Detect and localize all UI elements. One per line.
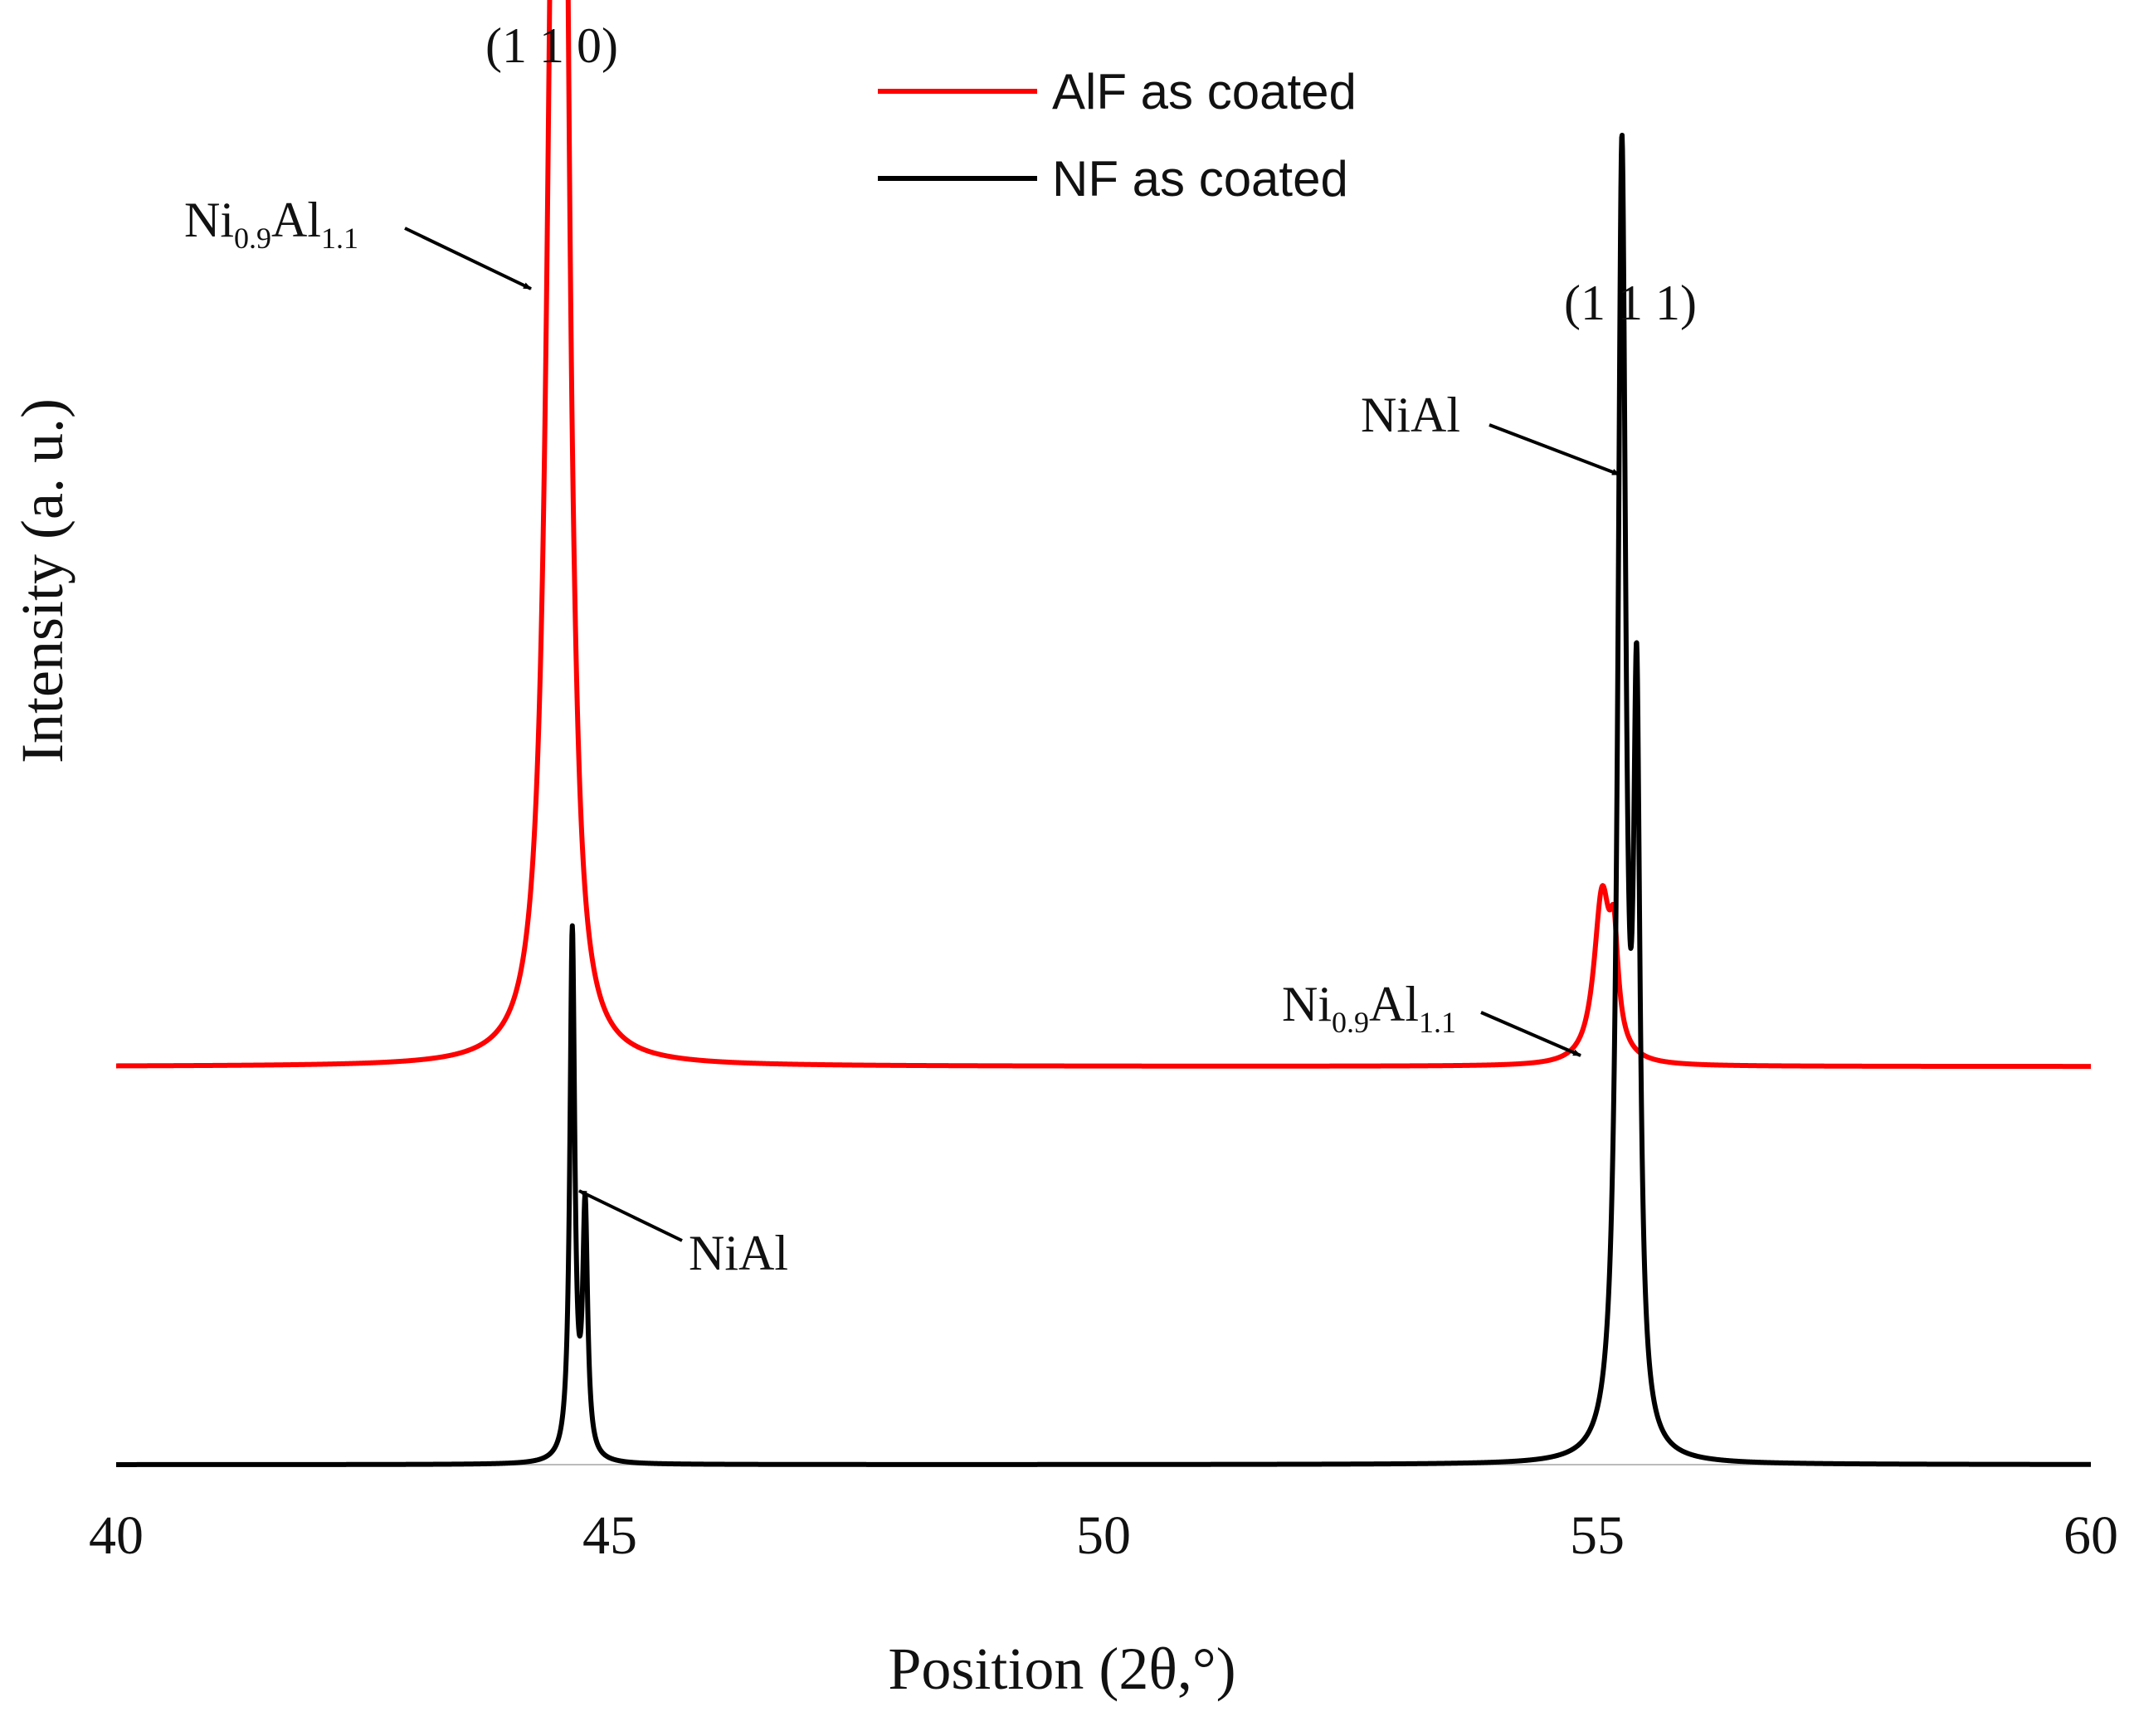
legend-label-nf: NF as coated	[1052, 151, 1348, 207]
arrow-ni09al11-left	[404, 227, 532, 290]
phase-label-ni09al11-left: Ni0.9Al1.1	[184, 193, 358, 255]
arrow-nial-right	[1489, 423, 1620, 476]
legend: AlF as coated NF as coated	[878, 64, 1357, 207]
x-tick-labels: 40 45 50 55 60	[89, 1505, 2118, 1566]
phase-label-ni09al11-right: Ni0.9Al1.1	[1282, 977, 1456, 1039]
phase-label-nial-left: NiAl	[689, 1226, 788, 1280]
x-tick-label: 60	[2063, 1505, 2118, 1566]
x-tick-label: 40	[89, 1505, 144, 1566]
y-axis-title: Intensity (a. u.)	[9, 398, 76, 763]
legend-label-alf: AlF as coated	[1052, 64, 1357, 119]
arrow-ni09al11-right	[1480, 1011, 1581, 1057]
phase-label-nial-right: NiAl	[1361, 388, 1460, 442]
x-tick-label: 45	[582, 1505, 637, 1566]
x-axis-title: Position (2θ,°)	[888, 1636, 1235, 1702]
x-tick-label: 50	[1076, 1505, 1131, 1566]
arrow-nial-left	[578, 1189, 683, 1242]
x-tick-label: 55	[1570, 1505, 1625, 1566]
miller-index-111: (1 1 1)	[1564, 276, 1697, 330]
series-line-nf-as-coated	[114, 132, 2093, 1467]
miller-index-110: (1 1 0)	[485, 18, 618, 73]
series-line-alf-as-coated	[114, 0, 2093, 1070]
